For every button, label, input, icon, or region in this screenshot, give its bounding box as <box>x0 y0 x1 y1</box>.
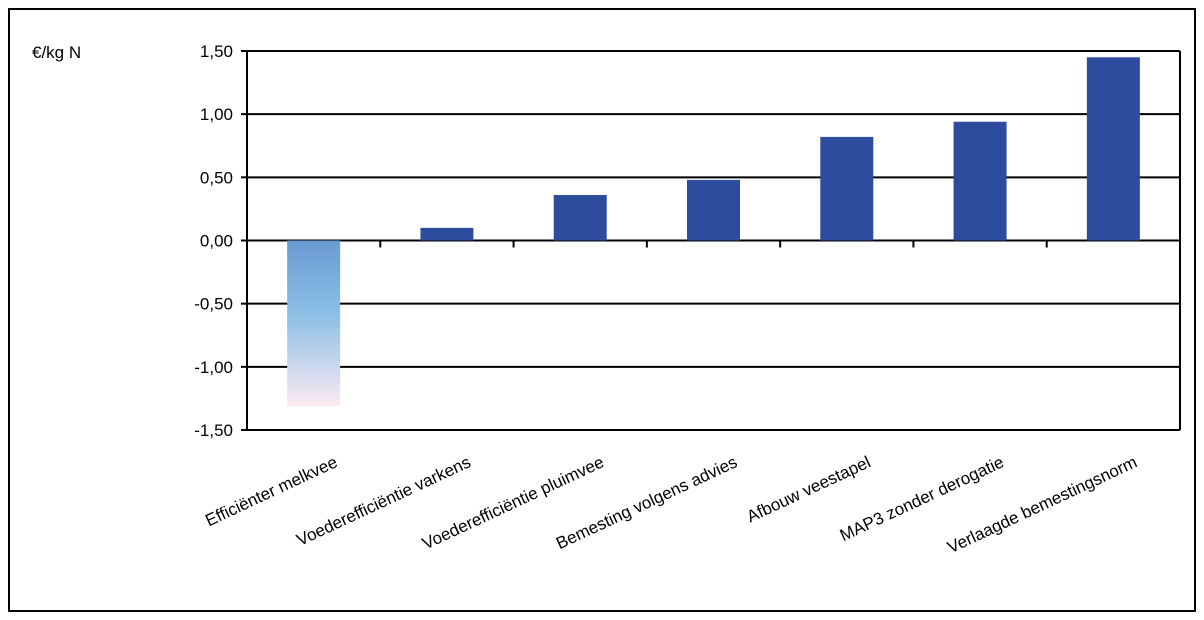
bar <box>687 179 740 241</box>
bar <box>953 121 1007 241</box>
axes <box>241 50 1181 431</box>
y-tick-label: -1,00 <box>194 358 233 377</box>
bar <box>1086 57 1140 241</box>
bars <box>287 57 1140 406</box>
chart-frame <box>8 8 1196 612</box>
gridlines <box>247 50 1180 431</box>
x-category-label: Afbouw veestapel <box>744 452 874 526</box>
bar <box>287 240 341 406</box>
y-tick-label: -0,50 <box>194 295 233 314</box>
y-tick-label: -1,50 <box>194 421 233 440</box>
y-tick-label: 1,00 <box>200 105 233 124</box>
bar <box>420 227 474 241</box>
bar <box>820 136 874 241</box>
y-tick-label: 0,00 <box>200 232 233 251</box>
bar <box>553 195 607 241</box>
x-category-label: Efficiënter melkvee <box>202 452 340 530</box>
y-tick-labels: 1,50 1,00 0,50 0,00 -0,50 -1,00 -1,50 <box>194 42 233 440</box>
y-axis-unit-label: €/kg N <box>32 43 81 62</box>
y-tick-label: 1,50 <box>200 42 233 61</box>
y-tick-label: 0,50 <box>200 168 233 187</box>
